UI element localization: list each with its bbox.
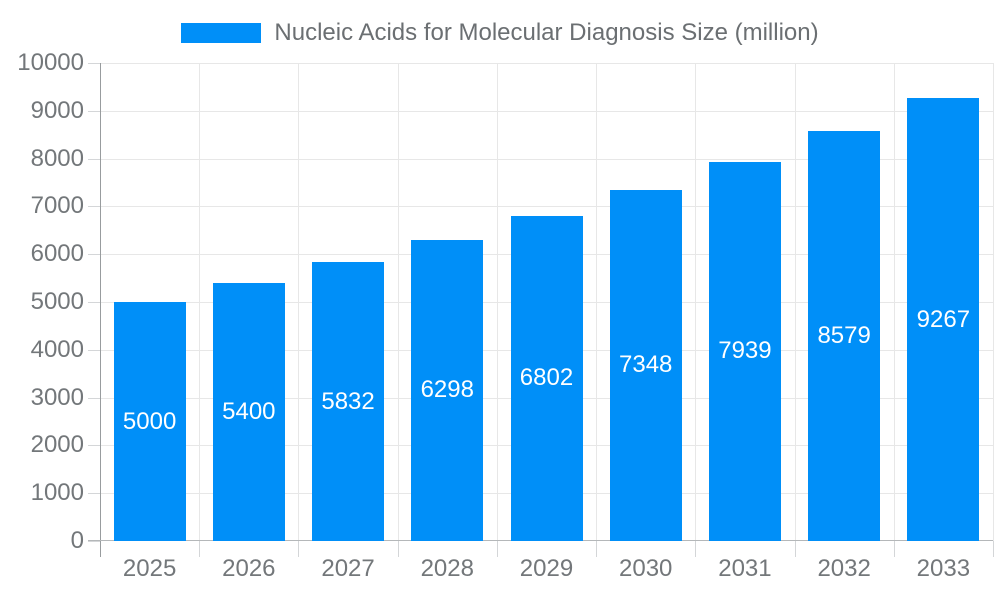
x-tick [893,541,895,557]
y-tick [88,254,100,256]
x-tick [199,541,201,557]
y-tick [88,397,100,399]
x-tick [496,541,498,557]
y-tick-label: 5000 [30,288,84,315]
x-tick [695,541,697,557]
x-tick-label: 2026 [222,555,276,582]
bar[interactable]: 5000 [113,302,186,541]
y-tick-label: 10000 [17,49,84,76]
x-tick [397,541,399,557]
y-tick-label: 6000 [30,240,84,268]
y-tick-label: 0 [70,527,84,554]
bar-value-label: 7939 [718,337,772,365]
x-tick [596,541,598,557]
bar[interactable]: 5832 [312,262,385,541]
v-gridline [993,63,994,541]
v-gridline [794,63,796,541]
h-gridline [100,110,993,112]
bar[interactable]: 6298 [411,239,484,541]
bar[interactable]: 7939 [708,161,781,541]
legend[interactable]: Nucleic Acids for Molecular Diagnosis Si… [0,19,1000,47]
x-tick-label: 2032 [817,555,871,582]
v-gridline [397,63,399,541]
y-tick-label: 4000 [30,335,84,363]
x-tick [100,541,101,557]
y-tick [88,541,100,542]
y-tick [88,206,100,208]
bar[interactable]: 6802 [510,215,583,541]
y-tick [88,302,100,303]
v-gridline [496,63,498,541]
y-tick [88,493,100,495]
x-tick-label: 2025 [122,555,177,582]
y-tick-label: 8000 [30,144,84,172]
bar-value-label: 5832 [321,387,375,415]
x-tick-label: 2033 [916,555,971,582]
plot-area: 5000 5400 5832 6298 6802 7348 7939 8579 9267 [88,63,994,556]
v-gridline [298,63,300,541]
y-tick [88,158,100,160]
v-gridline [893,63,895,541]
x-tick-label: 2031 [718,555,772,582]
x-tick [794,541,796,557]
y-tick [88,63,100,64]
h-gridline [100,63,993,64]
v-gridline [199,63,201,541]
bar-value-label: 8579 [817,321,871,349]
bar[interactable]: 7348 [609,189,682,541]
bar-value-label: 9267 [916,305,971,333]
y-tick-label: 2000 [30,431,84,459]
x-tick-label: 2029 [519,555,574,582]
x-tick-label: 2028 [420,555,474,582]
y-tick-label: 7000 [30,192,84,220]
x-tick-label: 2030 [619,555,673,582]
bar[interactable]: 5400 [212,282,285,541]
h-gridline [100,158,993,160]
y-tick-label: 3000 [30,383,84,411]
bar-value-label: 6298 [420,376,474,404]
bar-value-label: 6802 [519,364,574,392]
y-tick-label: 9000 [30,96,84,124]
x-tick [298,541,300,557]
bar-value-label: 5400 [222,397,276,425]
bar[interactable]: 8579 [808,130,881,541]
v-gridline [596,63,598,541]
legend-label: Nucleic Acids for Molecular Diagnosis Si… [274,19,819,46]
bar-value-label: 5000 [122,407,177,435]
v-gridline [695,63,697,541]
bar-value-label: 7348 [619,351,673,379]
y-tick [88,445,100,447]
h-gridline [100,206,993,208]
x-tick [993,541,994,557]
y-tick [88,349,100,351]
y-tick-label: 1000 [30,479,84,507]
legend-swatch-icon [181,23,262,43]
bar[interactable]: 9267 [907,98,980,541]
y-axis-line [100,63,101,556]
y-tick [88,110,100,112]
x-tick-label: 2027 [321,555,375,582]
